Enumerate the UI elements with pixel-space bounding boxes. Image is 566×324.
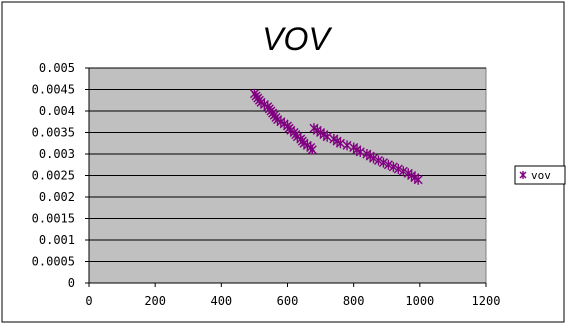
data-point: [369, 153, 379, 164]
data-point: [342, 140, 352, 151]
legend: vov: [514, 165, 566, 185]
x-axis: 0 200 400 600 800 1000 1200: [85, 282, 501, 308]
data-point: [378, 157, 388, 168]
x-tick-label: 400: [210, 294, 232, 308]
data-point: [307, 144, 317, 155]
data-point: [335, 138, 345, 149]
gridlines: [89, 67, 486, 262]
data-point: [355, 146, 365, 157]
y-tick-label: 0.004: [39, 104, 75, 118]
data-point: [393, 164, 403, 175]
x-tick-label: 600: [277, 294, 299, 308]
y-axis: 0 0.0005 0.001 0.0015 0.002 0.0025 0.003 0.0035…: [32, 61, 90, 290]
legend-asterisk: [519, 171, 527, 179]
data-point: [388, 161, 398, 172]
y-tick-label: 0: [68, 276, 75, 290]
y-tick-label: 0.0035: [32, 126, 75, 140]
data-point: [322, 131, 332, 142]
y-tick-label: 0.0025: [32, 169, 75, 183]
y-tick-label: 0.003: [39, 147, 75, 161]
data-point: [383, 159, 393, 170]
chart-title: VOV: [262, 21, 332, 57]
x-tick-label: 800: [343, 294, 365, 308]
y-tick-label: 0.001: [39, 233, 75, 247]
x-tick-label: 1000: [405, 294, 434, 308]
y-tick-label: 0.0005: [32, 255, 75, 269]
data-point: [373, 155, 383, 166]
data-point: [398, 166, 408, 177]
x-tick-label: 1200: [472, 294, 501, 308]
legend-label: vov: [531, 169, 551, 182]
y-tick-label: 0.002: [39, 190, 75, 204]
y-tick-label: 0.005: [39, 61, 75, 75]
legend-marker-icon: [519, 171, 527, 179]
y-tick-label: 0.0045: [32, 83, 75, 97]
legend-box: [514, 165, 566, 185]
data-point: [413, 174, 423, 185]
y-tick-label: 0.0015: [32, 212, 75, 226]
x-tick-label: 0: [85, 294, 92, 308]
series-vov: [249, 88, 423, 185]
x-tick-label: 200: [144, 294, 166, 308]
